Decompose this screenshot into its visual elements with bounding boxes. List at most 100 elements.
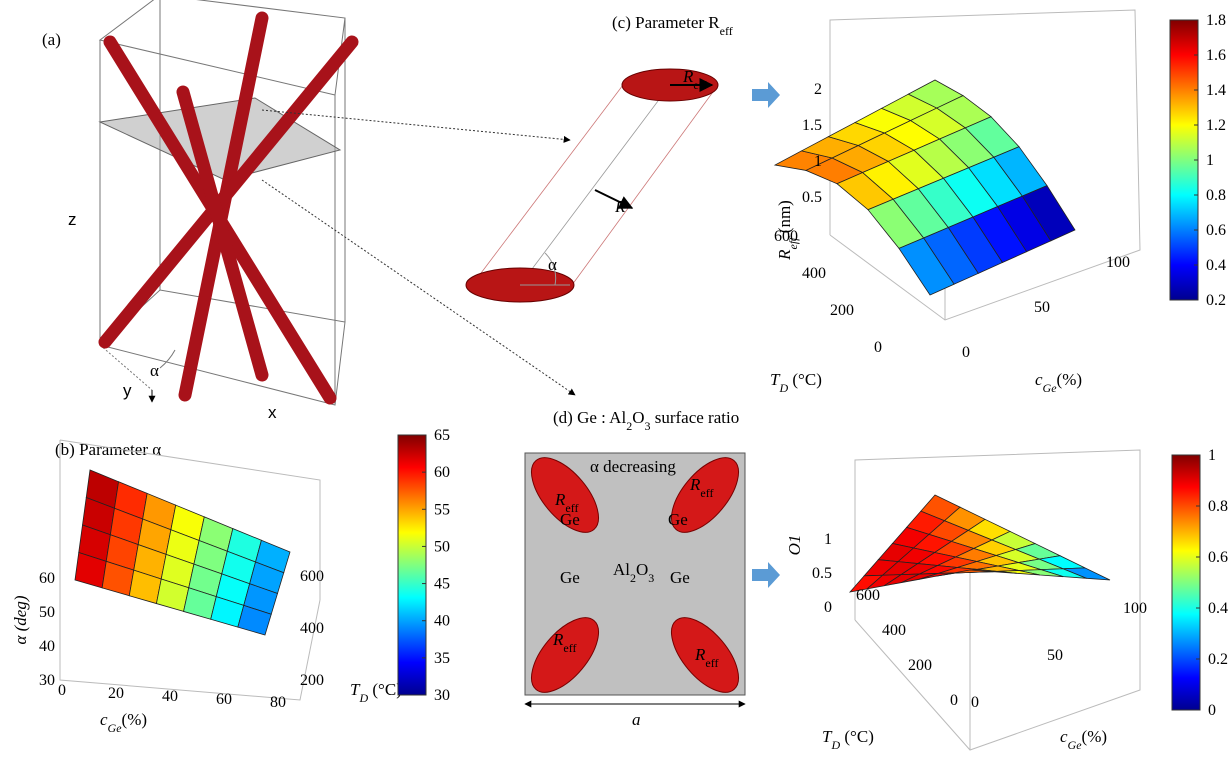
x-tick-label: 80 xyxy=(270,694,286,711)
colorbar-tick-label: 65 xyxy=(434,427,450,444)
ge-label: Ge xyxy=(560,510,580,529)
axis-box xyxy=(854,449,1141,751)
x-tick-label: 50 xyxy=(1034,299,1050,316)
matrix-label-part: 3 xyxy=(648,571,654,585)
r-eff-label-part: R xyxy=(694,645,706,664)
ge-label: Ge xyxy=(670,568,690,587)
colorbar-tick-label: 60 xyxy=(434,464,450,481)
schematic-label-part: eff xyxy=(693,78,706,92)
connector xyxy=(261,179,576,396)
r-eff-label-part: R xyxy=(554,490,566,509)
panel-title: (b) Parameter α xyxy=(55,440,161,459)
colorbar xyxy=(397,434,427,696)
colorbar-tick-label: 0.6 xyxy=(1206,222,1226,239)
y-label-part: T xyxy=(770,370,781,389)
z-tick-label: 50 xyxy=(39,604,55,621)
panel-title-part: 2 xyxy=(626,419,632,433)
colorbar-tick-label: 40 xyxy=(434,613,450,630)
z-label: Reff (nm) xyxy=(775,200,800,261)
colorbar-tick-label: 0.6 xyxy=(1208,549,1228,566)
panel-title-part: surface ratio xyxy=(650,408,739,427)
y-label-part: D xyxy=(778,381,788,395)
y-tick-label: 0 xyxy=(874,339,882,356)
panel-title-part: O xyxy=(632,408,644,427)
panel-title: (c) Parameter Reff xyxy=(612,13,733,38)
colorbar-tick-label: 0.2 xyxy=(1208,651,1228,668)
colorbar xyxy=(1171,454,1201,711)
z-tick-label: 1 xyxy=(824,531,832,548)
matrix-label-part: O xyxy=(636,560,648,579)
colorbar-tick-label: 1.8 xyxy=(1206,12,1226,29)
z-label: O1 xyxy=(785,535,804,556)
colorbar-tick-label: 0.2 xyxy=(1206,292,1226,309)
y-tick-label: 200 xyxy=(830,302,854,319)
width-label: a xyxy=(632,710,641,729)
colorbar-tick-label: 50 xyxy=(434,538,450,555)
axis-box xyxy=(59,439,321,600)
colorbar-tick-label: 1.6 xyxy=(1206,47,1226,64)
cylinder-schematic xyxy=(465,68,719,303)
z-tick-label: 2 xyxy=(814,81,822,98)
r-eff-label-part: R xyxy=(689,475,701,494)
x-label-part: c xyxy=(100,710,108,729)
colorbar-tick-label: 1 xyxy=(1206,152,1214,169)
colorbar-tick-label: 0 xyxy=(1208,702,1216,719)
x-label-part: (%) xyxy=(122,710,147,729)
x-label-part: Ge xyxy=(1043,381,1058,395)
colorbar-tick-label: 1.4 xyxy=(1206,82,1226,99)
colorbar xyxy=(1169,19,1199,301)
y-tick-label: 600 xyxy=(856,587,880,604)
panel-label: (a) xyxy=(42,30,61,49)
x-label: cGe(%) xyxy=(1035,370,1082,395)
y-label-part: T xyxy=(822,727,833,746)
r-eff-label-part: R xyxy=(552,630,564,649)
y-label-part: T xyxy=(350,680,361,699)
y-label-part: D xyxy=(830,738,840,752)
y-label-part: (°C) xyxy=(788,370,822,389)
y-tick-label: 400 xyxy=(802,265,826,282)
x-label-part: (%) xyxy=(1057,370,1082,389)
y-label-part: D xyxy=(358,691,368,705)
r-eff-label: Reff xyxy=(694,645,719,670)
z-tick-label: 0.5 xyxy=(802,189,822,206)
connector xyxy=(261,109,571,143)
axis-label: x xyxy=(268,403,277,422)
schematic-label-part: R xyxy=(682,67,694,86)
matrix-label-part: 2 xyxy=(630,571,636,585)
r-eff-label: Reff xyxy=(554,490,579,515)
panel-title-part: 3 xyxy=(644,419,650,433)
r-eff-label: Reff xyxy=(552,630,577,655)
axis-label: z xyxy=(68,210,77,229)
x-label: cGe(%) xyxy=(1060,727,1107,752)
z-tick-label: 1 xyxy=(814,153,822,170)
z-label-part: R xyxy=(775,249,794,261)
colorbar-tick-label: 55 xyxy=(434,501,450,518)
colorbar-tick-label: 1 xyxy=(1208,447,1216,464)
z-tick-label: 0 xyxy=(824,599,832,616)
surface-patch xyxy=(952,569,994,574)
x-tick-label: 40 xyxy=(162,688,178,705)
flow-arrows xyxy=(752,82,780,588)
r-eff-label-part: eff xyxy=(565,501,578,515)
x-tick-label: 20 xyxy=(108,685,124,702)
x-label-part: c xyxy=(1060,727,1068,746)
axis-box xyxy=(829,9,1141,321)
colorbar-tick-label: 35 xyxy=(434,650,450,667)
schematic-caption: α decreasing xyxy=(590,457,676,476)
y-label: TD (°C) xyxy=(350,680,402,705)
r-eff-label-part: eff xyxy=(563,641,576,655)
colorbar-tick-label: 1.2 xyxy=(1206,117,1226,134)
matrix-label-part: Al xyxy=(613,560,630,579)
z-tick-label: 1.5 xyxy=(802,117,822,134)
colorbar-tick-label: 0.4 xyxy=(1206,257,1226,274)
y-label: TD (°C) xyxy=(822,727,874,752)
x-label-part: (%) xyxy=(1082,727,1107,746)
z-label-part: (nm) xyxy=(775,200,794,237)
x-label-part: Ge xyxy=(108,721,123,735)
colorbar-tick-label: 0.8 xyxy=(1206,187,1226,204)
x-tick-label: 0 xyxy=(58,682,66,699)
y-tick-label: 0 xyxy=(950,692,958,709)
panel-title: (d) Ge : Al2O3 surface ratio xyxy=(553,408,739,433)
y-label: TD (°C) xyxy=(770,370,822,395)
r-eff-label-part: eff xyxy=(700,486,713,500)
